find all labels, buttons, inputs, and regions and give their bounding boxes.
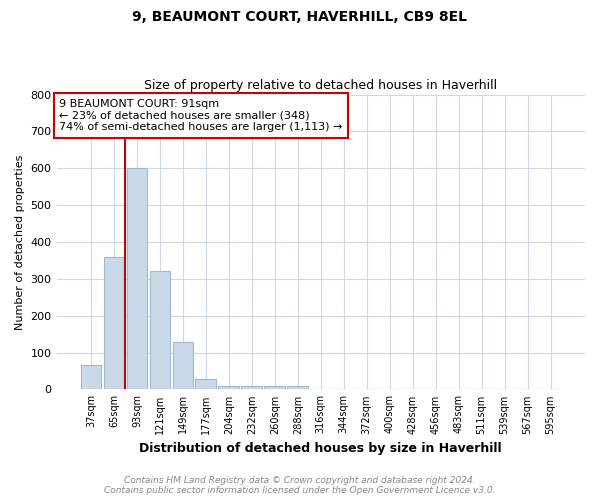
Text: 9, BEAUMONT COURT, HAVERHILL, CB9 8EL: 9, BEAUMONT COURT, HAVERHILL, CB9 8EL xyxy=(133,10,467,24)
Text: Contains HM Land Registry data © Crown copyright and database right 2024.
Contai: Contains HM Land Registry data © Crown c… xyxy=(104,476,496,495)
Text: 9 BEAUMONT COURT: 91sqm
← 23% of detached houses are smaller (348)
74% of semi-d: 9 BEAUMONT COURT: 91sqm ← 23% of detache… xyxy=(59,99,343,132)
Title: Size of property relative to detached houses in Haverhill: Size of property relative to detached ho… xyxy=(144,79,497,92)
Bar xyxy=(149,272,170,390)
Bar xyxy=(127,168,147,390)
Bar xyxy=(287,386,308,390)
Bar xyxy=(196,379,216,390)
X-axis label: Distribution of detached houses by size in Haverhill: Distribution of detached houses by size … xyxy=(139,442,502,455)
Bar xyxy=(265,386,285,390)
Bar xyxy=(218,386,239,390)
Bar xyxy=(80,366,101,390)
Bar xyxy=(241,386,262,390)
Y-axis label: Number of detached properties: Number of detached properties xyxy=(15,154,25,330)
Bar xyxy=(173,342,193,390)
Bar xyxy=(104,258,124,390)
